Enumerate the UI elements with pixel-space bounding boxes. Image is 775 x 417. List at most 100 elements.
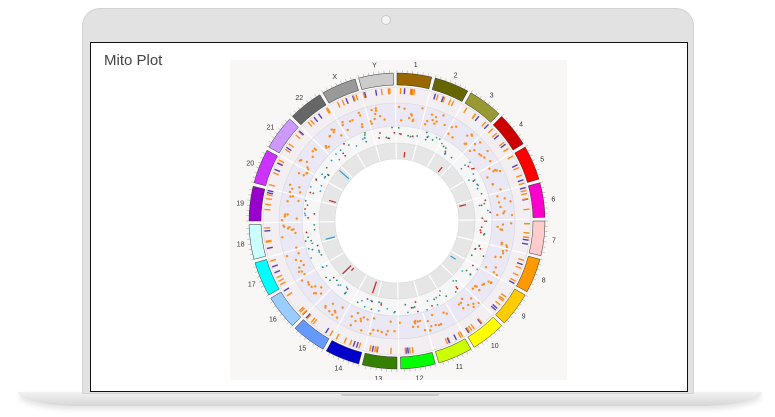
scatter-point <box>313 223 316 226</box>
variant-mark <box>515 265 522 270</box>
ideogram-tick <box>266 294 269 297</box>
ideogram-tick <box>477 345 480 348</box>
cnv-point <box>460 297 464 301</box>
variant-mark <box>313 116 319 123</box>
variant-mark <box>508 280 515 285</box>
track-separator <box>330 274 368 339</box>
ideogram-tick <box>251 181 255 183</box>
cnv-point <box>289 195 292 198</box>
cnv-point <box>348 120 352 123</box>
scatter-point <box>386 307 389 310</box>
scatter-point <box>460 167 463 170</box>
ideogram-tick <box>513 312 517 315</box>
track-separator <box>263 221 336 224</box>
cnv-point <box>350 315 353 318</box>
chromosome-segment-8 <box>516 255 541 293</box>
variant-mark <box>413 89 416 96</box>
scatter-point <box>409 135 412 138</box>
ideogram-tick <box>506 319 510 323</box>
ideogram-tick <box>542 246 546 248</box>
variant-mark <box>521 242 529 245</box>
chromosome-label-8: 8 <box>542 278 546 285</box>
ideogram-tick <box>293 110 297 113</box>
chromosome-label-3: 3 <box>490 92 494 99</box>
cnv-point <box>383 118 386 121</box>
cnv-point <box>408 116 411 120</box>
scatter-point <box>364 132 366 134</box>
scatter-point <box>482 233 485 236</box>
scatter-point <box>313 228 316 231</box>
chromosome-label-6: 6 <box>551 196 555 203</box>
cnv-point <box>370 122 374 125</box>
cnv-point <box>400 119 403 122</box>
cnv-point <box>291 187 294 190</box>
cnv-point <box>434 115 438 119</box>
cnv-point <box>499 188 502 191</box>
ideogram-tick <box>501 114 504 117</box>
scatter-point <box>323 176 326 179</box>
cnv-point <box>491 183 495 186</box>
variant-mark <box>446 337 451 344</box>
ideogram-tick <box>325 87 328 91</box>
ideogram-tick <box>332 355 335 358</box>
scatter-point <box>304 240 307 243</box>
cnv-point <box>378 114 382 118</box>
scatter-point <box>365 140 368 143</box>
ideogram-tick <box>532 159 536 162</box>
scatter-point <box>454 291 457 293</box>
plot-center <box>335 159 459 283</box>
ideogram-tick <box>253 266 257 268</box>
cnv-point <box>310 285 313 288</box>
variant-mark <box>518 258 525 262</box>
cnv-point <box>302 174 305 177</box>
variant-mark <box>283 287 290 292</box>
inner-bar <box>403 152 406 158</box>
ideogram-tick <box>303 337 306 341</box>
ideogram-tick <box>290 325 293 328</box>
ideogram-tick <box>310 97 313 100</box>
scatter-point <box>476 268 479 271</box>
cnv-point <box>320 286 323 289</box>
scatter-point <box>393 131 396 134</box>
variant-mark <box>477 318 483 324</box>
cnv-point <box>483 156 486 159</box>
variant-mark <box>326 107 331 114</box>
ideogram-tick <box>483 98 486 102</box>
scatter-point <box>315 179 318 181</box>
cnv-point <box>299 259 303 263</box>
cnv-point <box>430 113 434 116</box>
cnv-point <box>303 272 306 276</box>
cnv-point <box>306 281 310 284</box>
variant-mark <box>269 258 277 262</box>
ideogram-tick <box>497 329 501 332</box>
scatter-point <box>473 179 476 181</box>
chromosome-segment-12 <box>400 352 436 370</box>
cnv-point <box>497 201 501 204</box>
scatter-point <box>445 295 448 298</box>
variant-mark <box>274 269 281 274</box>
cnv-point <box>442 114 445 117</box>
scatter-point <box>435 296 438 299</box>
variant-mark <box>512 272 519 276</box>
cnv-point <box>372 328 375 332</box>
ideogram-tick <box>370 366 372 370</box>
cnv-point <box>467 303 470 307</box>
ideogram-tick <box>249 254 253 256</box>
scatter-point <box>456 287 459 290</box>
ideogram-tick <box>248 249 252 250</box>
ideogram-tick <box>531 283 534 286</box>
chromosome-label-22: 22 <box>295 95 303 102</box>
track-separator <box>411 90 431 162</box>
variant-mark <box>286 291 293 297</box>
variant-mark <box>351 95 356 102</box>
scatter-point <box>326 173 329 176</box>
scatter-point <box>461 270 464 272</box>
scatter-point <box>385 136 388 139</box>
scatter-point <box>413 306 416 308</box>
chromosome-segment-17 <box>254 259 280 296</box>
chromosome-label-4: 4 <box>519 121 523 128</box>
scatter-point <box>464 164 466 167</box>
cnv-point <box>393 329 396 333</box>
scatter-point <box>304 199 307 202</box>
cnv-point <box>473 284 477 288</box>
